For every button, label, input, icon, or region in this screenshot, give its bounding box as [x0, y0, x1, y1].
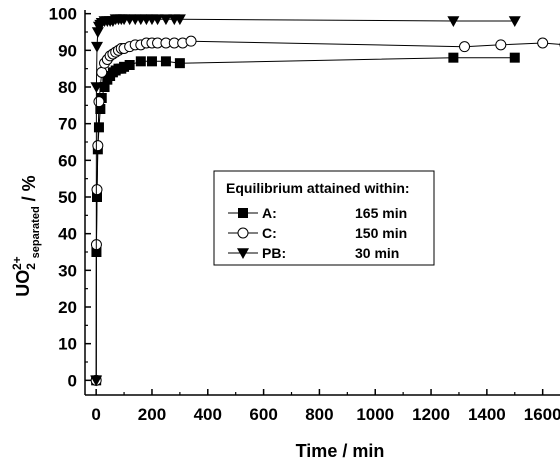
- x-tick-label: 1200: [412, 405, 450, 424]
- x-tick-label: 1600: [524, 405, 560, 424]
- y-tick-label: 60: [58, 151, 77, 170]
- data-point-a: [93, 122, 104, 133]
- y-tick-label: 0: [68, 371, 77, 390]
- series-pb: [90, 14, 521, 387]
- data-point-pb: [90, 82, 103, 93]
- data-point-a: [160, 56, 171, 67]
- legend-value: 30 min: [355, 245, 399, 261]
- y-axis-title: UO22+ separated / %: [10, 175, 42, 296]
- y-tick-label: 90: [58, 41, 77, 60]
- y-tick-label: 100: [49, 5, 77, 24]
- legend-marker-a: [238, 208, 248, 218]
- y-tick-label: 40: [58, 225, 77, 244]
- y-axis-title-main: UO: [13, 270, 33, 297]
- x-tick-label: 1400: [468, 405, 506, 424]
- legend-value: 150 min: [355, 225, 407, 241]
- y-axis-title-subscript-label: separated: [30, 206, 42, 258]
- series-layer: [90, 14, 560, 387]
- y-tick-label: 50: [58, 188, 77, 207]
- data-point-a: [448, 52, 459, 63]
- legend-entry-a: A: 165 min: [228, 205, 407, 221]
- data-point-a: [509, 52, 520, 63]
- legend-label: PB:: [262, 245, 286, 261]
- data-point-a: [124, 60, 135, 70]
- data-point-pb: [91, 27, 104, 38]
- x-axis-title: Time / min: [296, 441, 385, 461]
- data-point-a: [99, 82, 110, 92]
- y-axis-title-unit: / %: [19, 175, 39, 206]
- data-point-c: [185, 35, 197, 47]
- legend-title: Equilibrium attained within:: [226, 180, 410, 196]
- data-point-pb: [151, 14, 164, 26]
- x-tick-label: 200: [138, 405, 166, 424]
- legend-value: 165 min: [355, 205, 407, 221]
- legend: Equilibrium attained within: A: 165 min C:…: [213, 170, 435, 266]
- legend-marker-pb: [237, 248, 249, 259]
- data-point-c: [459, 41, 471, 53]
- data-point-c: [91, 184, 103, 196]
- y-tick-label: 20: [58, 298, 77, 317]
- data-point-a: [174, 58, 185, 69]
- series-c: [90, 35, 560, 386]
- data-point-c: [96, 66, 108, 78]
- data-point-pb: [90, 375, 103, 387]
- x-tick-label: 400: [194, 405, 222, 424]
- data-point-pb: [159, 14, 172, 26]
- data-point-pb: [173, 14, 186, 26]
- x-tick-label: 600: [249, 405, 277, 424]
- y-axis-title-superscript: 2+: [10, 256, 24, 270]
- y-axis-title-subscript: 2: [24, 263, 38, 270]
- y-tick-label: 30: [58, 261, 77, 280]
- legend-box: [213, 170, 435, 266]
- data-point-a: [135, 56, 146, 67]
- legend-entry-pb: PB: 30 min: [228, 245, 399, 261]
- x-tick-label: 0: [91, 405, 100, 424]
- y-tick-label: 70: [58, 115, 77, 134]
- x-tick-label: 800: [305, 405, 333, 424]
- x-tick-label: 1000: [356, 405, 394, 424]
- legend-entries: A: 165 min C: 150 min PB: 30 min: [228, 205, 407, 261]
- legend-label: A:: [262, 205, 277, 221]
- data-point-pb: [447, 16, 460, 27]
- data-point-c: [93, 96, 105, 108]
- data-point-pb: [91, 41, 103, 53]
- data-point-pb: [508, 16, 521, 27]
- data-point-c: [495, 39, 507, 51]
- data-point-c: [537, 37, 549, 49]
- legend-marker-c: [237, 227, 249, 239]
- legend-entry-c: C: 150 min: [228, 225, 407, 241]
- data-point-c: [92, 140, 104, 152]
- legend-label: C:: [262, 225, 277, 241]
- data-point-a: [95, 104, 106, 114]
- y-tick-label: 10: [58, 335, 77, 354]
- y-tick-label: 80: [58, 78, 77, 97]
- data-point-a: [119, 61, 130, 72]
- data-point-a: [146, 56, 157, 67]
